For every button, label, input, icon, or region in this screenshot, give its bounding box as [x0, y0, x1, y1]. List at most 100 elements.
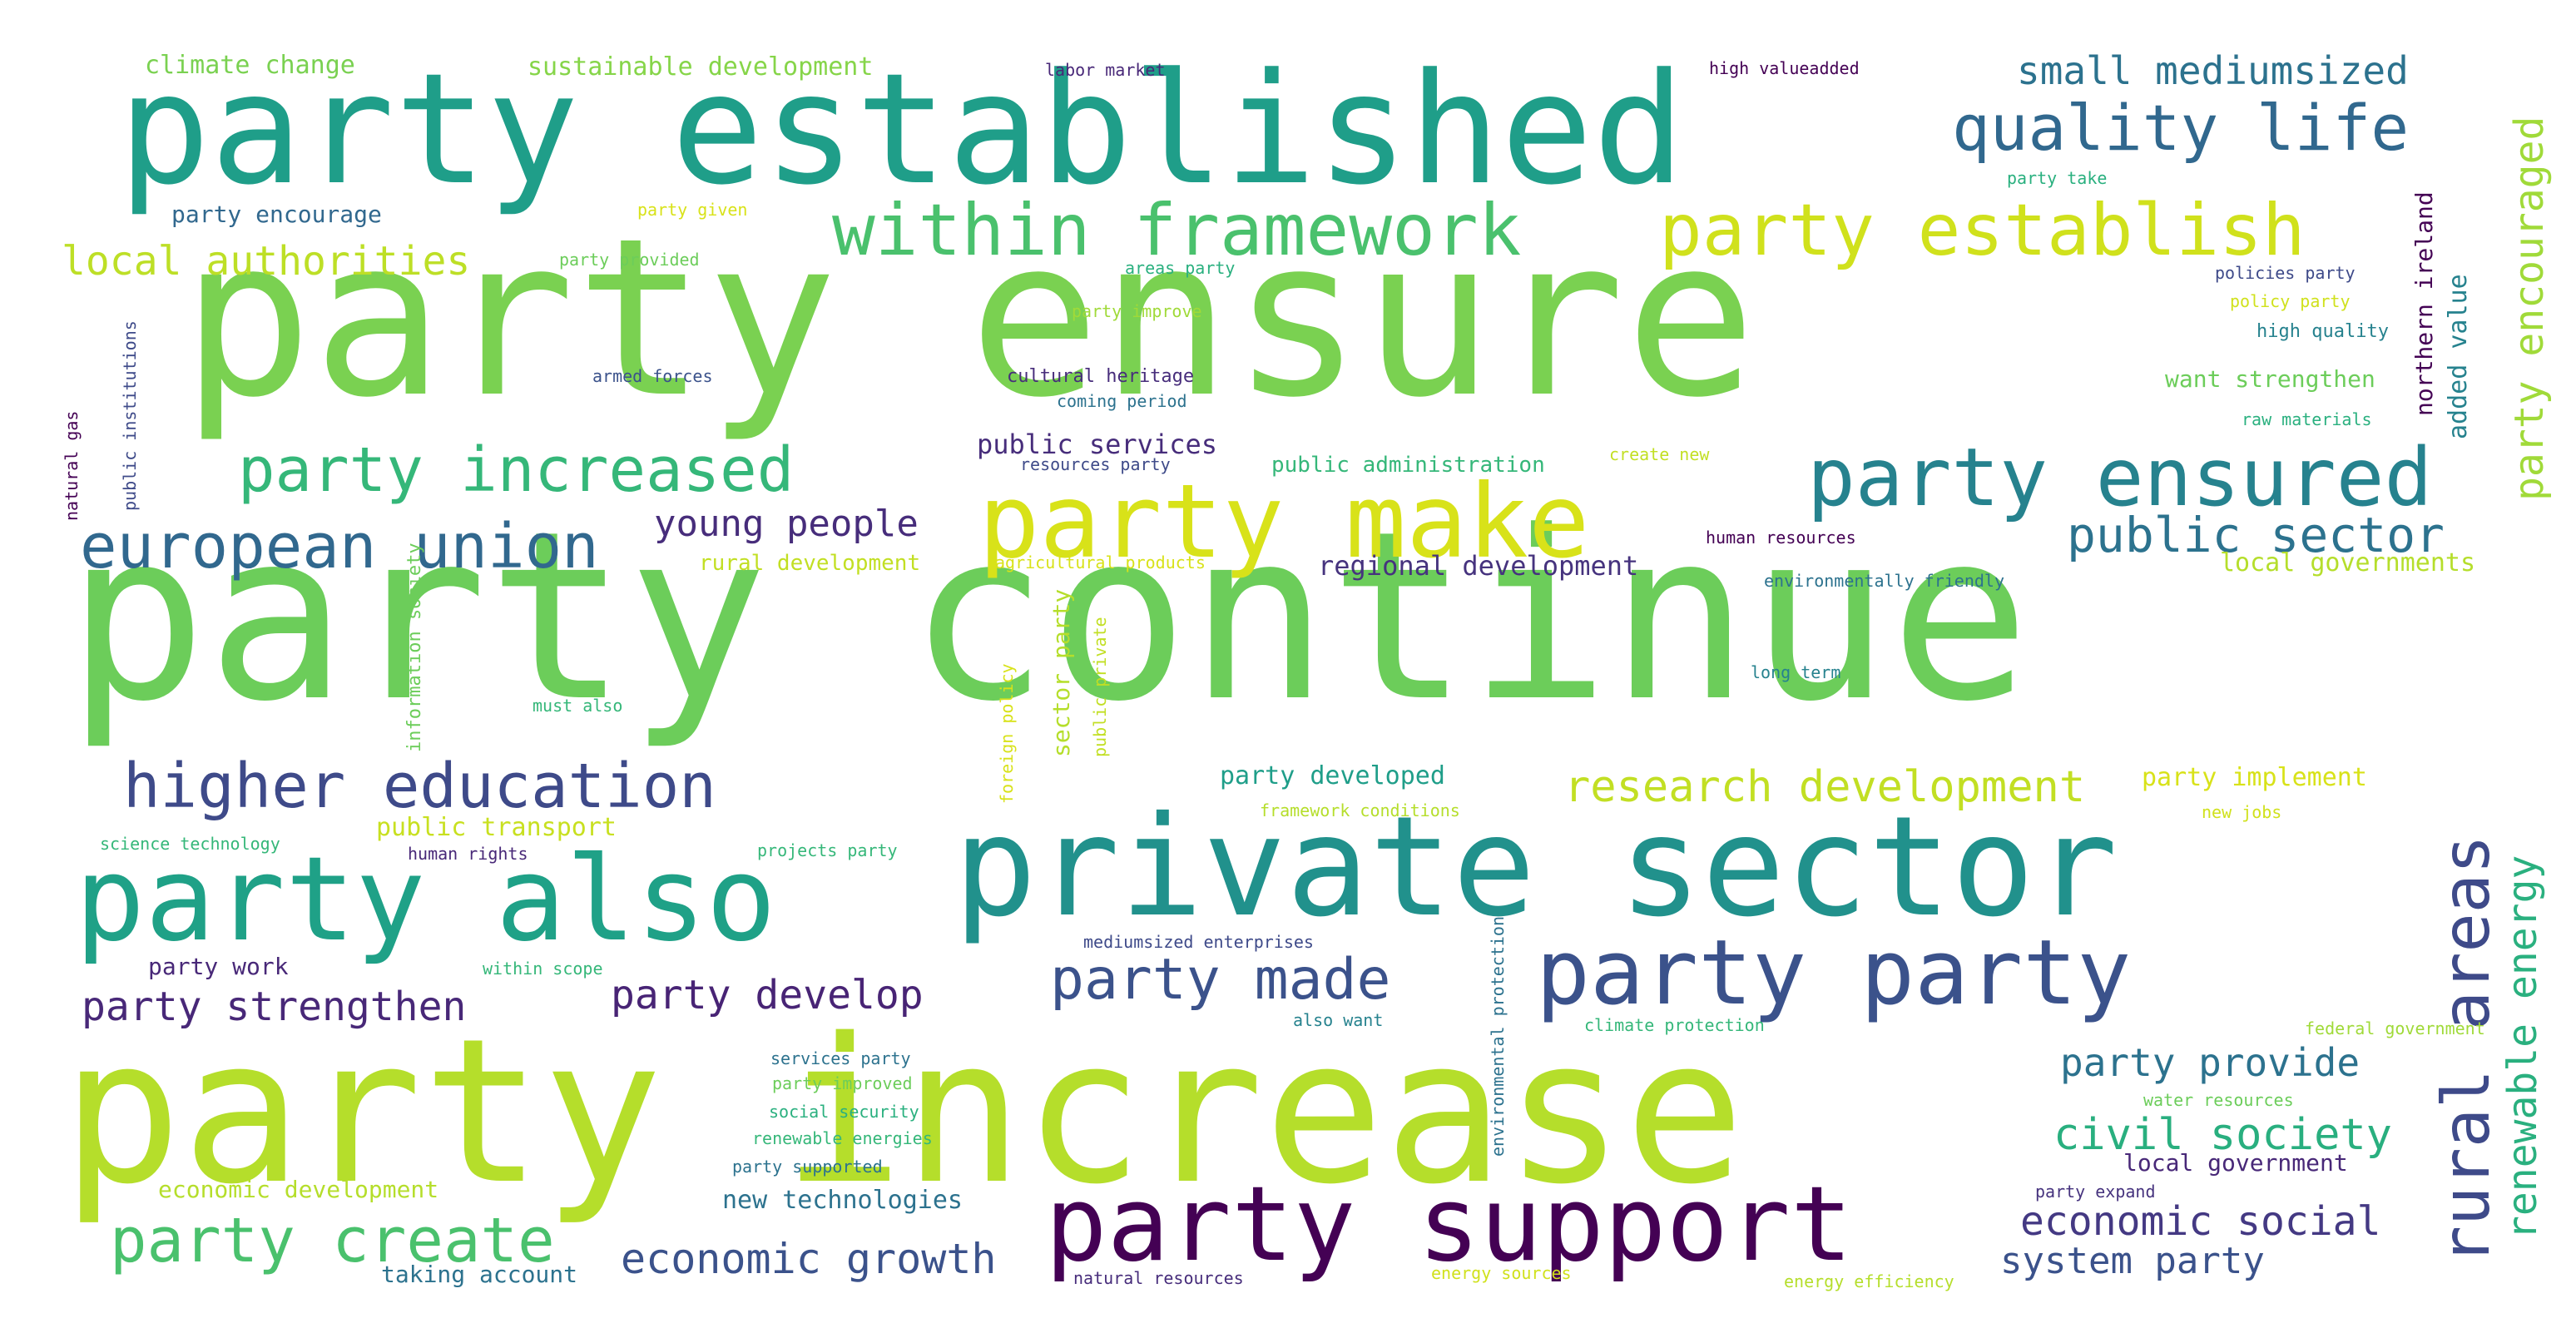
word-party-ensure: party ensure [181, 191, 1756, 445]
word-party-strengthen: party strengthen [82, 984, 467, 1030]
word-party-continue: party continue [67, 482, 2031, 753]
word-party-supported: party supported [732, 1157, 883, 1177]
word-local-authorities: local authorities [62, 238, 471, 285]
word-party-work: party work [148, 953, 289, 980]
word-cultural-heritage: cultural heritage [1007, 366, 1195, 387]
word-party-support: party support [1045, 1165, 1853, 1285]
word-economic-development: economic development [158, 1176, 439, 1203]
word-energy-sources: energy sources [1431, 1263, 1572, 1283]
word-party-create: party create [110, 1205, 555, 1276]
word-party-establish: party establish [1659, 189, 2306, 272]
word-sustainable-development: sustainable development [528, 52, 874, 82]
word-natural-resources: natural resources [1073, 1268, 1244, 1288]
word-small-mediumsized: small mediumsized [2017, 48, 2409, 93]
word-regional-development: regional development [1318, 550, 1639, 582]
word-civil-society: civil society [2053, 1110, 2392, 1160]
word-party-party: party party [1536, 921, 2132, 1025]
word-party-improved: party improved [772, 1073, 913, 1093]
word-party-also: party also [75, 832, 776, 968]
word-local-government: local government [2123, 1149, 2348, 1177]
word-party-made: party made [1050, 947, 1391, 1013]
word-party-take: party take [2007, 168, 2108, 188]
word-public-sector: public sector [2067, 507, 2445, 563]
word-party-develop: party develop [611, 972, 924, 1018]
word-social-security: social security [769, 1102, 919, 1122]
word-raw-materials: raw materials [2242, 409, 2372, 429]
word-also-want: also want [1293, 1010, 1384, 1030]
word-research-development: research development [1564, 762, 2086, 812]
word-within-scope: within scope [483, 959, 603, 979]
word-party-provide: party provide [2060, 1040, 2361, 1085]
word-higher-education: higher education [123, 751, 716, 822]
word-public-administration: public administration [1271, 453, 1545, 478]
word-new-technologies: new technologies [722, 1186, 963, 1215]
word-sector-party: sector party [1048, 588, 1075, 757]
word-local-governments: local governments [2220, 548, 2476, 577]
word-renewable-energy: renewable energy [2499, 855, 2546, 1240]
word-party-given: party given [637, 200, 748, 220]
word-party-developed: party developed [1220, 761, 1445, 790]
word-energy-efficiency: energy efficiency [1784, 1271, 1954, 1291]
word-human-resources: human resources [1706, 528, 1856, 548]
word-young-people: young people [654, 503, 919, 545]
word-party-increase: party increase [62, 995, 1745, 1228]
word-party-provided: party provided [559, 250, 700, 270]
word-policies-party: policies party [2215, 263, 2356, 283]
word-want-strengthen: want strengthen [2165, 365, 2375, 393]
word-public-services: public services [977, 429, 1217, 460]
word-party-encouraged: party encouraged [2506, 116, 2553, 501]
word-party-make: party make [978, 463, 1590, 581]
word-economic-social: economic social [2020, 1198, 2381, 1245]
word-high-valueadded: high valueadded [1709, 58, 1860, 78]
word-areas-party: areas party [1125, 258, 1236, 278]
word-public-transport: public transport [376, 813, 617, 842]
word-environmental-protection: environmental protection [1488, 916, 1508, 1157]
word-science-technology: science technology [100, 834, 280, 854]
word-create-new: create new [1609, 444, 1710, 464]
word-coming-period: coming period [1057, 391, 1187, 411]
word-labor-market: labor market [1045, 60, 1166, 80]
word-resources-party: resources party [1020, 454, 1171, 474]
word-party-improve: party improve [1072, 301, 1202, 321]
word-party-implement: party implement [2142, 763, 2367, 792]
word-climate-protection: climate protection [1584, 1015, 1765, 1035]
word-public-institutions: public institutions [120, 320, 140, 511]
word-new-jobs: new jobs [2202, 802, 2282, 822]
word-renewable-energies: renewable energies [752, 1128, 933, 1148]
word-party-expand: party expand [2035, 1182, 2156, 1202]
word-public-private: public private [1090, 617, 1110, 757]
word-party-encourage: party encourage [171, 201, 382, 228]
word-armed-forces: armed forces [592, 366, 713, 386]
word-natural-gas: natural gas [62, 410, 82, 521]
word-private-sector: private sector [954, 787, 2118, 948]
word-added-value: added value [2444, 274, 2473, 439]
word-agricultural-products: agricultural products [995, 553, 1206, 572]
word-rural-development: rural development [699, 551, 921, 576]
word-climate-change: climate change [145, 51, 355, 80]
word-party-increased: party increased [238, 434, 795, 506]
word-rural-areas: rural areas [2430, 835, 2504, 1265]
word-taking-account: taking account [381, 1261, 578, 1288]
word-system-party: system party [2000, 1240, 2265, 1282]
word-information-society: information society [404, 543, 425, 752]
word-northern-ireland: northern ireland [2410, 191, 2438, 416]
word-party-established: party established [118, 41, 1686, 219]
word-high-quality: high quality [2256, 321, 2389, 342]
word-economic-growth: economic growth [621, 1235, 997, 1283]
word-projects-party: projects party [757, 840, 898, 860]
word-party-ensured: party ensured [1807, 431, 2433, 524]
word-mediumsized-enterprises: mediumsized enterprises [1083, 932, 1314, 952]
word-environmentally-friendly: environmentally friendly [1764, 571, 2004, 591]
word-must-also: must also [533, 696, 623, 716]
word-federal-government: federal government [2305, 1018, 2485, 1038]
word-quality-life: quality life [1952, 91, 2410, 165]
word-services-party: services party [770, 1048, 911, 1068]
word-long-term: long term [1751, 662, 1841, 682]
word-framework-conditions: framework conditions [1260, 800, 1460, 820]
word-within-framework: within framework [832, 189, 1522, 272]
word-policy-party: policy party [2230, 291, 2351, 311]
word-human-rights: human rights [408, 844, 528, 864]
word-water-resources: water resources [2143, 1090, 2294, 1110]
word-foreign-policy: foreign policy [997, 663, 1017, 804]
